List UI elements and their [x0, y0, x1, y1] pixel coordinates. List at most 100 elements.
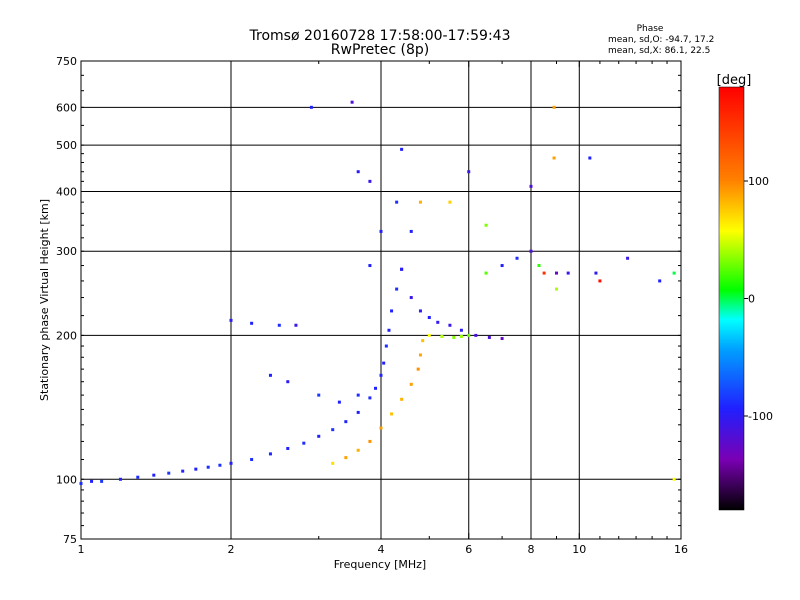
data-point [331, 461, 335, 465]
phase-stats-o: mean, sd,O: -94.7, 17.2 [608, 35, 714, 45]
data-point [416, 367, 420, 371]
data-point [672, 477, 676, 481]
data-point [368, 396, 372, 400]
data-point [672, 271, 676, 275]
data-point [181, 469, 185, 473]
data-point [459, 334, 463, 338]
y-tick-label: 300 [56, 245, 77, 258]
data-point [658, 279, 662, 283]
data-point [286, 380, 290, 384]
data-point [390, 309, 394, 313]
data-point [100, 479, 104, 483]
data-point [317, 434, 321, 438]
data-point [467, 333, 471, 337]
data-point [529, 249, 533, 253]
data-point [409, 229, 413, 233]
y-axis-label: Stationary phase Virtual Height [km] [38, 199, 51, 401]
data-point [331, 428, 335, 432]
data-point [418, 353, 422, 357]
data-point [229, 461, 233, 465]
data-point [344, 456, 348, 460]
y-tick-label: 100 [56, 473, 77, 486]
data-point [421, 339, 425, 343]
data-point [566, 271, 570, 275]
data-point [350, 100, 354, 104]
data-point [90, 479, 94, 483]
data-point [250, 321, 254, 325]
data-point [554, 271, 558, 275]
y-tick-label: 750 [56, 55, 77, 68]
x-tick-label: 1 [78, 543, 85, 556]
y-tick-label: 600 [56, 101, 77, 114]
y-tick-label: 500 [56, 139, 77, 152]
data-point [537, 264, 541, 268]
data-point [356, 393, 360, 397]
axis-ticks [80, 60, 682, 539]
data-point [379, 229, 383, 233]
data-point [588, 156, 592, 160]
y-tick-label: 400 [56, 185, 77, 198]
x-tick-label: 16 [674, 543, 688, 556]
data-point [400, 397, 404, 401]
data-point [390, 412, 394, 416]
data-point [459, 328, 463, 332]
data-point [302, 441, 306, 445]
phase-stats-x: mean, sd,X: 86.1, 22.5 [608, 46, 710, 56]
data-point [152, 473, 156, 477]
grid-lines [81, 61, 681, 539]
data-point [368, 264, 372, 268]
x-axis-label: Frequency [MHz] [334, 558, 426, 571]
phase-stats-heading: Phase [637, 24, 664, 34]
x-tick-label: 2 [228, 543, 235, 556]
data-point [229, 318, 233, 322]
x-tick-label: 10 [572, 543, 586, 556]
data-point [395, 200, 399, 204]
data-point [552, 156, 556, 160]
data-point [337, 400, 341, 404]
data-point [418, 309, 422, 313]
data-point [409, 296, 413, 300]
x-tick-label: 4 [378, 543, 385, 556]
colorbar-ticks [744, 180, 748, 417]
data-point [136, 475, 140, 479]
data-point [356, 410, 360, 414]
data-point [286, 446, 290, 450]
data-point [436, 320, 440, 324]
data-point [598, 279, 602, 283]
x-tick-label: 6 [465, 543, 472, 556]
data-point [268, 452, 272, 456]
y-tick-label: 75 [63, 533, 77, 546]
data-point [409, 382, 413, 386]
data-point [387, 328, 391, 332]
data-point [448, 200, 452, 204]
data-point [368, 179, 372, 183]
colorbar-label: [deg] [717, 73, 752, 88]
data-point [400, 267, 404, 271]
data-point [379, 373, 383, 377]
data-point [118, 477, 122, 481]
chart-title: Tromsø 20160728 17:58:00-17:59:43 [249, 28, 511, 44]
data-point [552, 105, 556, 109]
data-point [356, 448, 360, 452]
data-point [79, 481, 83, 485]
y-tick-labels: 75 100 200 300 400 500 600 750 [56, 55, 77, 546]
colorbar [718, 86, 745, 511]
data-point [484, 271, 488, 275]
data-point [277, 323, 281, 327]
data-point [515, 256, 519, 260]
data-point [418, 200, 422, 204]
data-point [374, 386, 378, 390]
data-point [368, 439, 372, 443]
y-tick-label: 200 [56, 329, 77, 342]
data-point [487, 335, 491, 339]
colorbar-tick-label: -100 [748, 410, 773, 423]
data-point [395, 287, 399, 291]
data-point [218, 463, 222, 467]
data-point [317, 393, 321, 397]
data-point [400, 147, 404, 151]
data-point [427, 333, 431, 337]
data-point [529, 184, 533, 188]
data-point [440, 334, 444, 338]
x-tick-label: 8 [528, 543, 535, 556]
